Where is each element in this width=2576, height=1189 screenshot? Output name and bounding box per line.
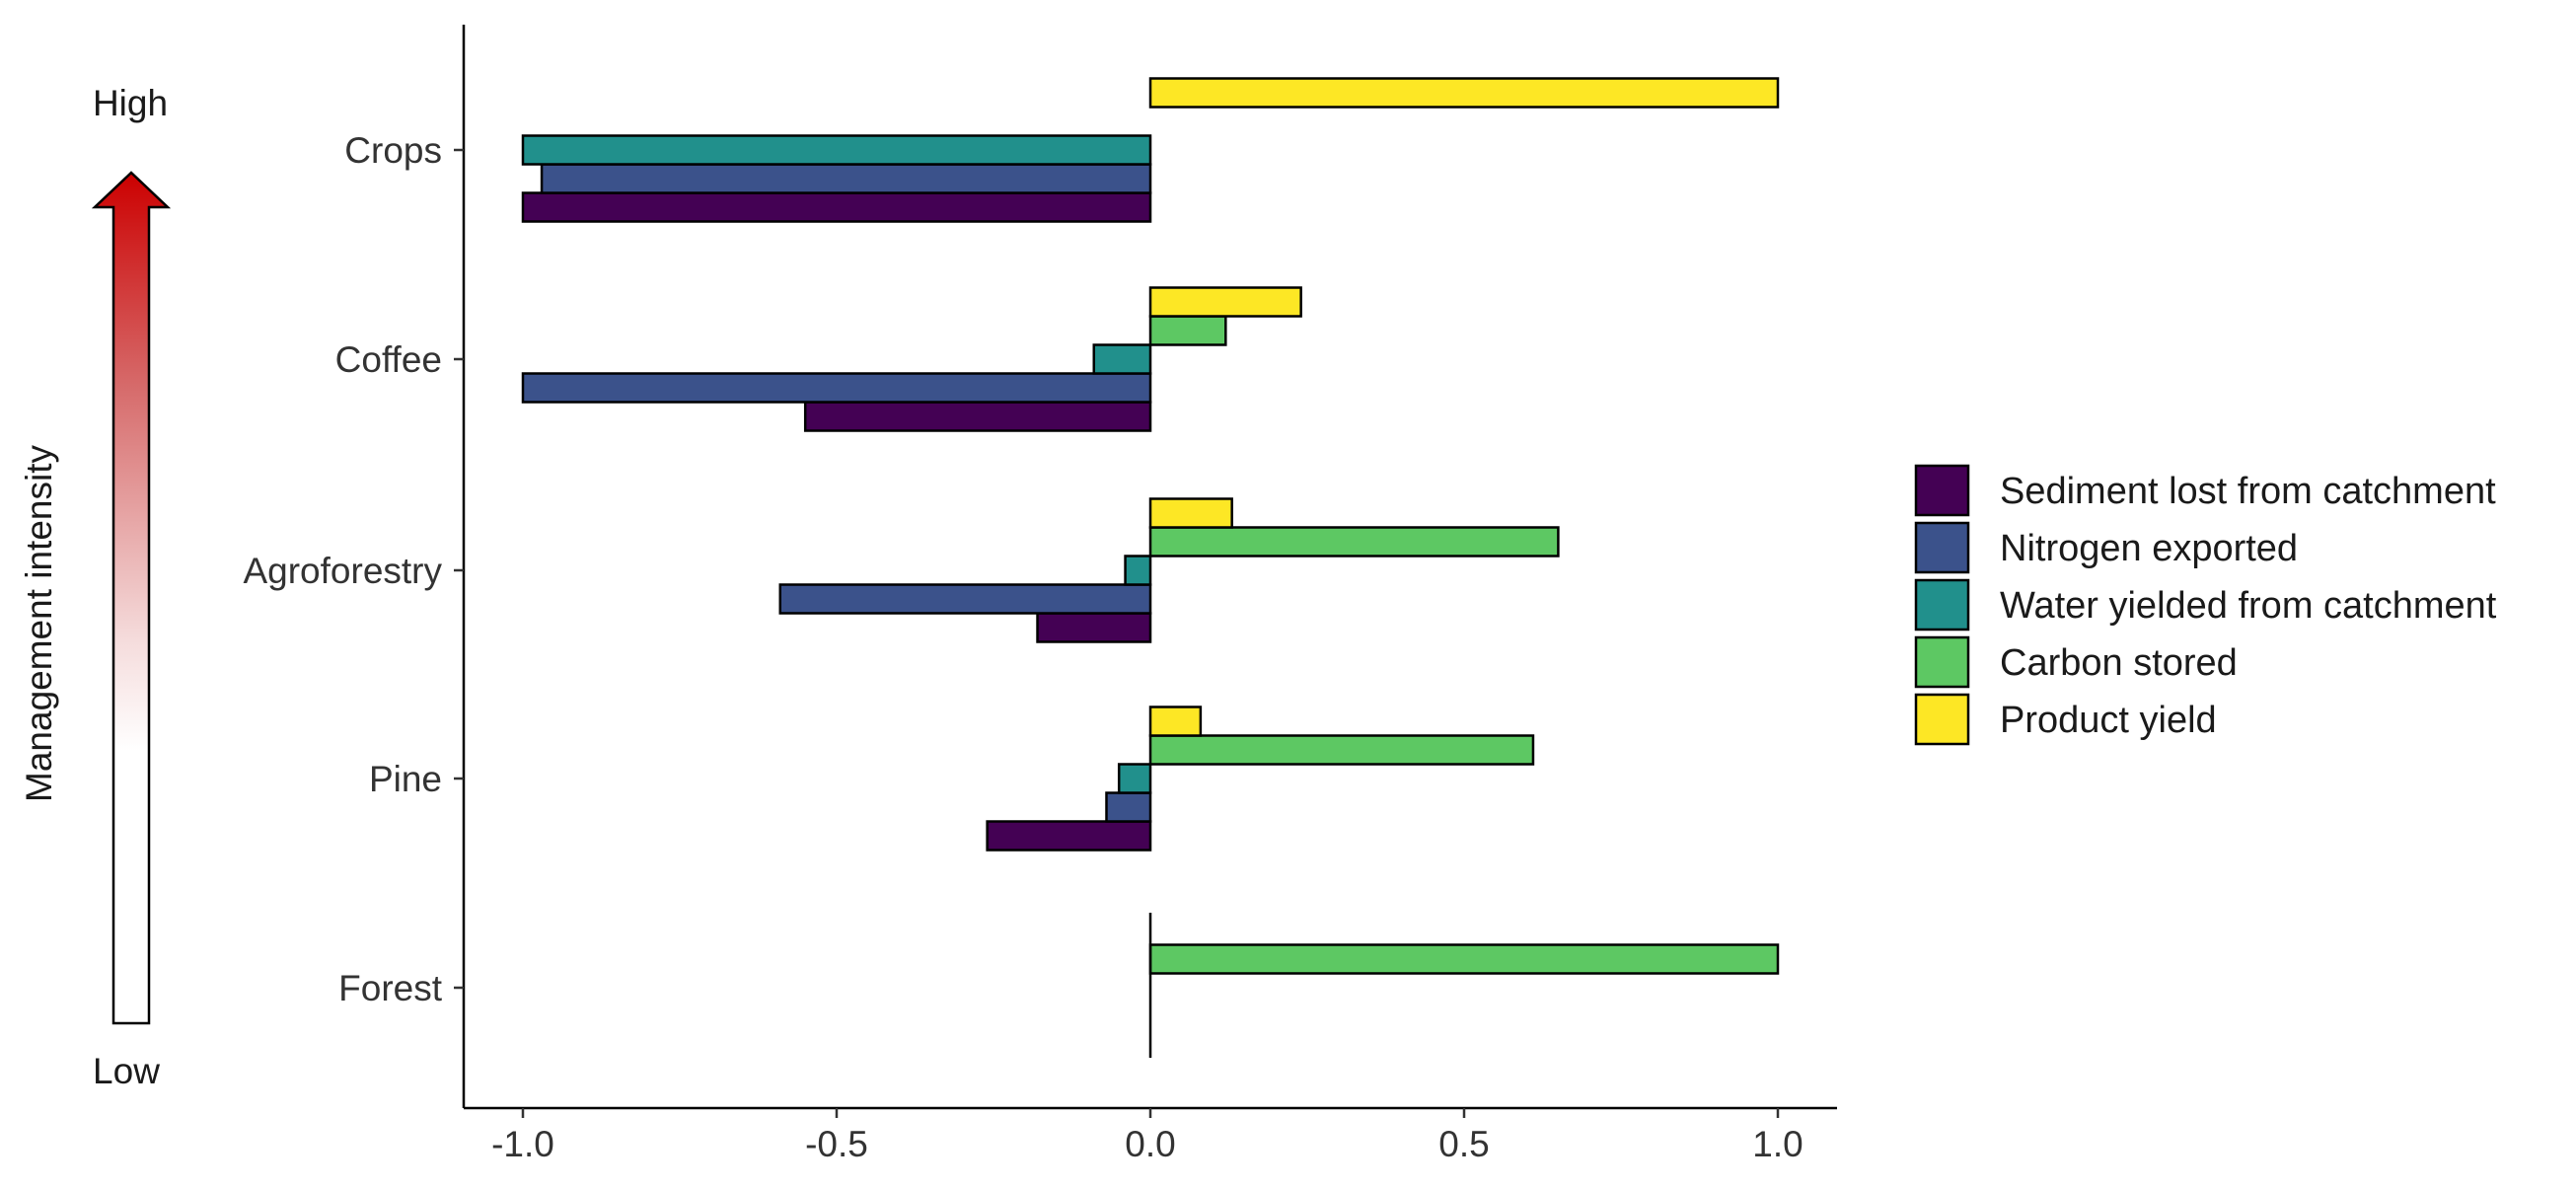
bar-crops-nitrogen-exported [540,163,1152,194]
bar-crops-water-yielded-from-catchment [521,134,1152,166]
bar-crops-product-yield [1148,77,1780,109]
bar-pine-carbon-stored [1148,734,1535,766]
legend-swatch-water-yielded-from-catchment [1914,578,1970,632]
intensity-arrow [91,171,172,1025]
bar-coffee-water-yielded-from-catchment [1092,343,1152,375]
legend-swatch-sediment-lost-from-catchment [1914,464,1970,517]
y-tick-label-forest: Forest [338,968,443,1008]
bar-agroforestry-nitrogen-exported [778,583,1152,615]
bar-agroforestry-carbon-stored [1148,526,1560,557]
bar-coffee-product-yield [1148,286,1302,318]
x-tick-label: -0.5 [805,1124,868,1164]
plot-area: Crops Coffee Agroforestry Pine Forest -1.0 -0… [243,25,1837,1164]
bar-agroforestry-product-yield [1148,497,1233,529]
legend: Sediment lost from catchment Nitrogen exp… [1914,464,2497,746]
x-tick-label: -1.0 [491,1124,554,1164]
y-tick-label-crops: Crops [344,130,442,171]
bar-coffee-carbon-stored [1148,315,1227,346]
y-axis-ticks: Crops Coffee Agroforestry Pine Forest [243,130,464,1008]
bars-group [521,77,1780,975]
intensity-high-label: High [93,83,168,123]
bar-pine-nitrogen-exported [1105,791,1152,823]
bar-forest-carbon-stored [1148,943,1780,975]
legend-swatch-carbon-stored [1914,635,1970,689]
intensity-axis-label: Management intensity [19,445,59,802]
bar-pine-water-yielded-from-catchment [1117,763,1152,794]
legend-label-product-yield: Product yield [2000,700,2217,741]
bar-pine-sediment-lost-from-catchment [986,820,1152,852]
bar-pine-product-yield [1148,706,1203,737]
management-intensity-indicator: High Low Management intensity [19,83,172,1091]
bar-agroforestry-water-yielded-from-catchment [1124,555,1152,586]
x-tick-label: 0.5 [1438,1124,1489,1164]
bar-coffee-sediment-lost-from-catchment [803,401,1152,432]
legend-label-carbon-stored: Carbon stored [2000,642,2238,684]
legend-swatch-nitrogen-exported [1914,521,1970,574]
y-tick-label-pine: Pine [369,759,442,799]
bar-coffee-nitrogen-exported [521,372,1152,404]
legend-label-water-yielded-from-catchment: Water yielded from catchment [2000,585,2497,627]
legend-label-nitrogen-exported: Nitrogen exported [2000,528,2298,569]
intensity-low-label: Low [93,1051,160,1091]
legend-swatch-product-yield [1914,693,1970,746]
y-tick-label-coffee: Coffee [335,339,442,380]
legend-label-sediment-lost-from-catchment: Sediment lost from catchment [2000,471,2496,512]
y-tick-label-agroforestry: Agroforestry [243,551,442,591]
bar-agroforestry-sediment-lost-from-catchment [1036,612,1152,643]
x-axis-ticks: -1.0 -0.5 0.0 0.5 1.0 [491,1108,1803,1164]
x-tick-label: 0.0 [1125,1124,1175,1164]
x-tick-label: 1.0 [1752,1124,1803,1164]
bar-crops-sediment-lost-from-catchment [521,191,1152,223]
